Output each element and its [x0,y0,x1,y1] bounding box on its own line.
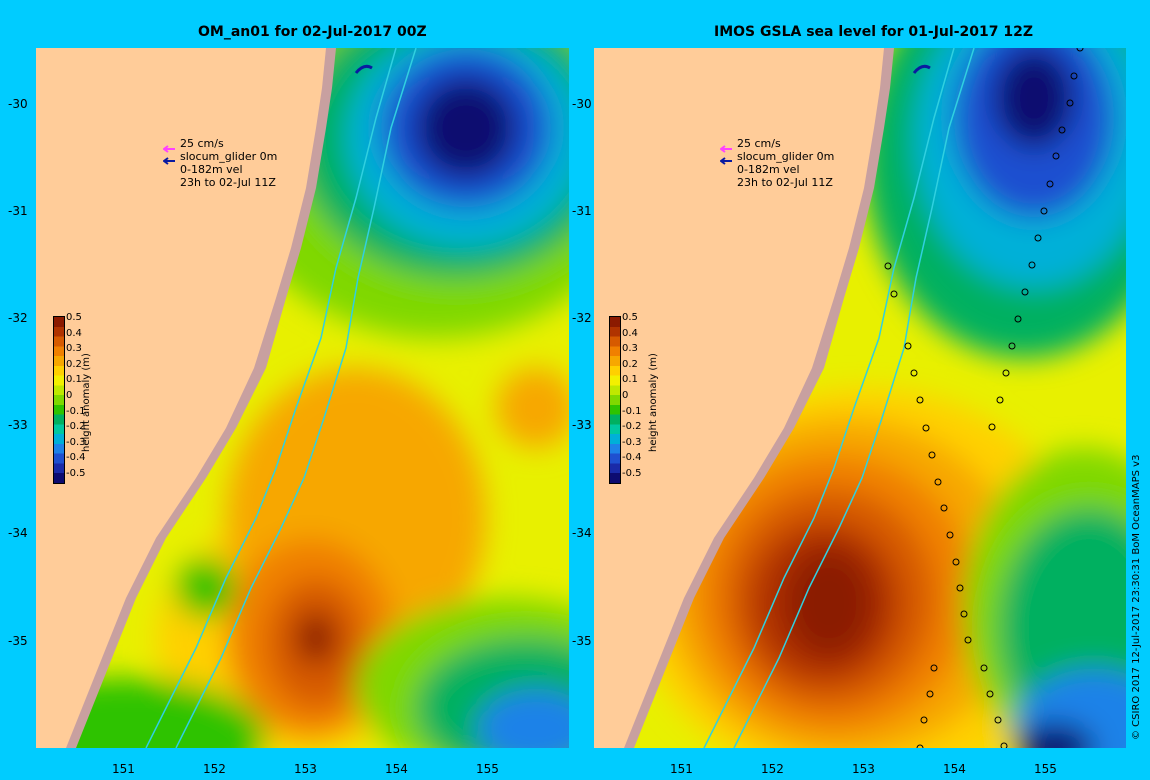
colorbar-tick: -0.5 [622,468,642,479]
colorbar-tick: 0.1 [622,374,638,386]
lat-tick: -34 [8,526,28,540]
legend-line: slocum_glider 0m [180,150,278,163]
colorbar-tick: 0.3 [66,343,82,355]
colorbar-tick: 0 [66,390,73,401]
lon-tick: 155 [476,762,499,776]
colorbar-tick: 0.5 [622,312,638,323]
colorbar-tick: -0.4 [66,452,86,464]
lon-tick: 153 [852,762,875,776]
lat-tick: -33 [572,418,592,432]
colorbar-tick: 0.3 [622,343,638,355]
legend-line: 25 cm/s [180,137,224,150]
left-map-canvas [36,48,569,748]
lat-tick: -31 [8,204,28,218]
colorbar-tick: -0.5 [66,468,86,479]
left-map[interactable] [36,48,569,748]
lon-tick: 152 [761,762,784,776]
legend-arrows-icon [720,145,732,165]
right-map[interactable] [594,48,1126,748]
left-map-title: OM_an01 for 02-Jul-2017 00Z [198,24,427,40]
colorbar-tick: -0.3 [66,436,86,448]
lon-tick: 154 [385,762,408,776]
lat-tick: -33 [8,418,28,432]
lon-tick: 153 [294,762,317,776]
lon-tick: 152 [203,762,226,776]
lat-tick: -34 [572,526,592,540]
lat-tick: -30 [8,97,28,111]
colorbar-tick: -0.1 [66,405,86,417]
colorbar-tick: 0.2 [66,358,82,370]
right-map-canvas [594,48,1126,748]
lon-tick: 155 [1034,762,1057,776]
colorbar-tick: -0.3 [622,436,642,448]
colorbar-tick: -0.1 [622,405,642,417]
lon-tick: 151 [112,762,135,776]
legend-arrows-icon [163,145,175,165]
lon-tick: 151 [670,762,693,776]
lat-tick: -31 [572,204,592,218]
lat-tick: -32 [8,311,28,325]
colorbar-title: height anomaly (m) [648,353,659,452]
legend-line: slocum_glider 0m [737,150,835,163]
colorbar-tick: 0.1 [66,374,82,386]
credit-text: © CSIRO 2017 12-Jul-2017 23:30:31 BoM Oc… [1131,454,1142,740]
legend-line: 23h to 02-Jul 11Z [737,176,833,189]
colorbar-tick: 0.4 [622,327,638,339]
colorbar-tick: -0.2 [622,421,642,433]
right-map-title: IMOS GSLA sea level for 01-Jul-2017 12Z [714,24,1033,40]
legend-line: 23h to 02-Jul 11Z [180,176,276,189]
lat-tick: -35 [8,634,28,648]
legend-line: 0-182m vel [180,163,243,176]
lon-tick: 154 [943,762,966,776]
colorbar-tick: 0 [622,390,629,401]
colorbar-tick: 0.4 [66,327,82,339]
colorbar-tick: -0.4 [622,452,642,464]
colorbar-tick: 0.5 [66,312,82,323]
argo-floats [884,48,1084,748]
colorbar-gradient [53,316,65,484]
colorbar-tick: 0.2 [622,358,638,370]
colorbar-gradient [609,316,621,484]
lat-tick: -32 [572,311,592,325]
lat-tick: -30 [572,97,592,111]
legend-line: 25 cm/s [737,137,781,150]
legend-line: 0-182m vel [737,163,800,176]
colorbar-tick: -0.2 [66,421,86,433]
lat-tick: -35 [572,634,592,648]
